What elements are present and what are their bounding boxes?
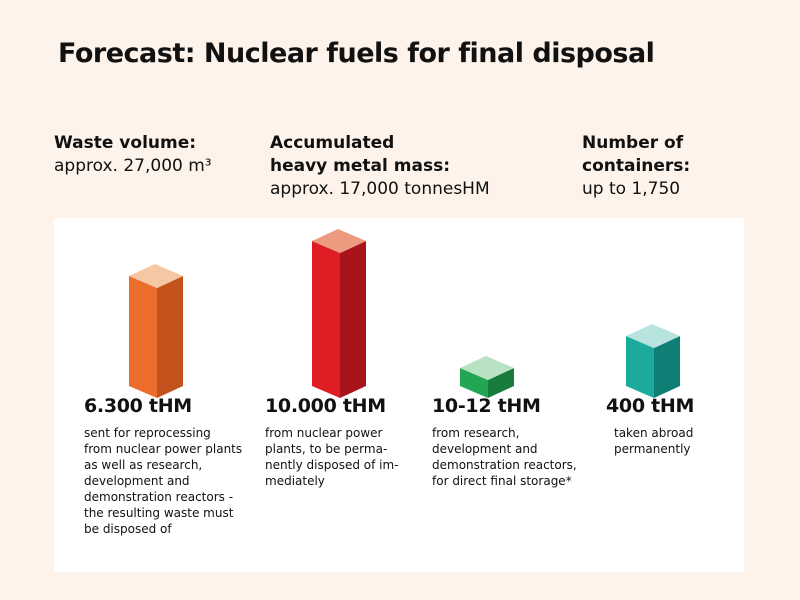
bar-value-label: 6.300 tHM [84,395,192,417]
bar-description-line: as well as research, [84,458,203,472]
bar-label-block: 6.300 tHM sent for reprocessing from nuc… [84,395,254,537]
bar-side-face [157,276,183,398]
bar-label-block: 10-12 tHM from research, development and… [432,395,592,489]
bar-description-line: taken abroad [614,426,694,440]
stat-value: approx. 27,000 m³ [54,156,212,176]
stat-heading: Waste volume: [54,133,197,153]
bar-description: from nuclear power plants, to be perma- … [265,425,415,489]
stat-heading: containers: [582,156,691,176]
bar [460,356,514,398]
bar-description-line: demonstration reactors, [432,458,577,472]
bar-description-line: the resulting waste must [84,506,234,520]
chart-title: Forecast: Nuclear fuels for final dispos… [58,38,655,69]
bar-top-face [129,264,183,288]
bar-description-line: development and [84,474,190,488]
stat-waste-volume: Waste volume: approx. 27,000 m³ [54,132,212,178]
stat-heading: Number of [582,133,684,153]
bar-description: from research, development and demonstra… [432,425,592,489]
bar-top-face [312,229,366,253]
bar-description-line: sent for reprocessing [84,426,211,440]
bar-chart [129,229,680,398]
bar-front-face [460,368,488,398]
bar-description: taken abroad permanently [614,425,726,457]
bar-description-line: from nuclear power [265,426,383,440]
bar-front-face [129,276,157,398]
bar-side-face [488,368,514,398]
bar-description-line: development and [432,442,538,456]
bar-front-face [312,241,340,398]
bar-value-label: 400 tHM [606,395,695,417]
bar-side-face [340,241,366,398]
bar-description: sent for reprocessing from nuclear power… [84,425,254,537]
bar-description-line: mediately [265,474,325,488]
bar-top-face [626,324,680,348]
bar-description-line: from nuclear power plants [84,442,243,456]
bar [312,229,366,398]
stat-heading: Accumulated [270,133,395,153]
bar-description-line: from research, [432,426,520,440]
bar-description-line: plants, to be perma- [265,442,388,456]
stat-heavy-metal-mass: Accumulated heavy metal mass: approx. 17… [270,132,490,201]
bar-description-line: be disposed of [84,522,172,536]
bar-top-face [460,356,514,380]
bar-label-block: 10.000 tHM from nuclear power plants, to… [265,395,415,489]
bar-description-line: nently disposed of im- [265,458,399,472]
bar-front-face [626,336,654,398]
bar-description-line: for direct final storage* [432,474,572,488]
bar-label-block: 400 tHM taken abroad permanently [606,395,726,457]
bar-description-line: permanently [614,442,691,456]
bar-side-face [654,336,680,398]
stat-heading: heavy metal mass: [270,156,450,176]
bar [129,264,183,398]
bar-value-label: 10.000 tHM [265,395,386,417]
stat-value: up to 1,750 [582,179,681,199]
bar [626,324,680,398]
bar-value-label: 10-12 tHM [432,395,541,417]
stat-value: approx. 17,000 tonnesHM [270,179,490,199]
bar-description-line: demonstration reactors - [84,490,234,504]
stat-number-of-containers: Number of containers: up to 1,750 [582,132,690,201]
